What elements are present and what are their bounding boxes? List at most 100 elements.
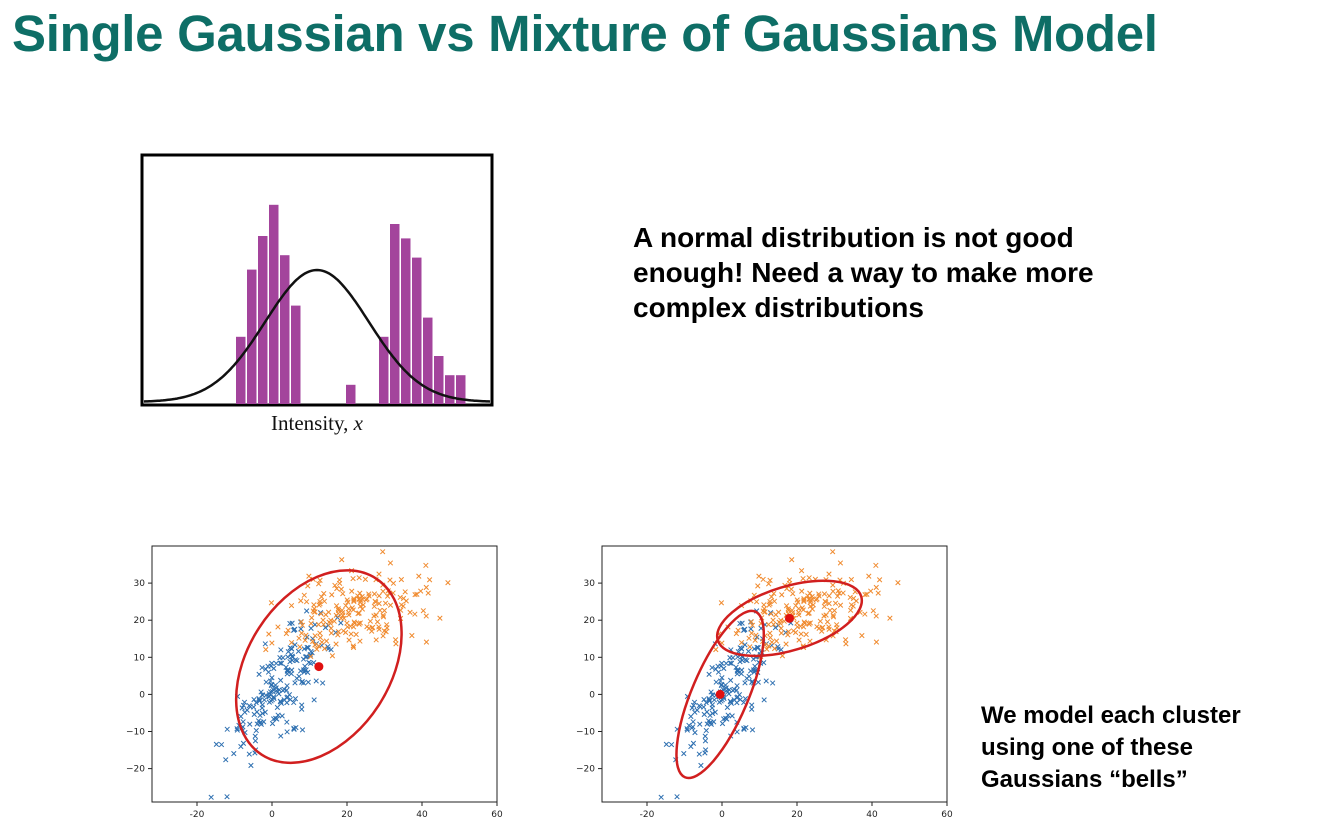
scatter-point-orange xyxy=(862,611,868,617)
scatter-point-orange xyxy=(779,592,785,598)
histogram-bar xyxy=(236,336,246,404)
scatter-point-orange xyxy=(423,613,429,619)
scatter-point-orange xyxy=(806,621,812,627)
scatter-point-blue xyxy=(697,721,703,727)
scatter-point-orange xyxy=(364,624,370,630)
scatter-point-blue xyxy=(280,687,286,694)
scatter-point-blue xyxy=(713,666,719,672)
scatter-point-blue xyxy=(263,666,269,672)
scatter-point-orange xyxy=(314,646,320,652)
scatter-point-orange xyxy=(341,615,347,621)
y-tick-label: 20 xyxy=(584,616,596,626)
scatter-point-orange xyxy=(303,599,310,605)
scatter-point-blue xyxy=(256,697,263,703)
scatter-point-blue xyxy=(668,741,675,748)
scatter-point-blue xyxy=(749,706,755,712)
scatter-point-orange xyxy=(786,577,793,583)
scatter-point-blue xyxy=(754,644,760,651)
scatter-point-orange xyxy=(333,641,339,647)
scatter-point-blue xyxy=(267,678,274,684)
scatter-point-orange xyxy=(315,581,322,587)
scatter-point-orange xyxy=(331,618,337,624)
scatter-point-blue xyxy=(304,654,310,660)
y-tick-label: 20 xyxy=(134,616,146,626)
scatter-point-orange xyxy=(718,600,725,606)
scatter-point-orange xyxy=(747,644,753,650)
scatter-point-orange xyxy=(356,575,362,581)
scatter-point-blue xyxy=(252,738,259,744)
scatter-point-orange xyxy=(340,591,346,597)
scatter-point-blue xyxy=(240,740,247,746)
scatter-point-blue xyxy=(285,667,291,673)
scatter-point-blue xyxy=(719,681,725,688)
scatter-point-orange xyxy=(412,591,418,598)
scatter-point-orange xyxy=(371,591,378,597)
scatter-point-orange xyxy=(373,612,379,618)
scatter-point-blue xyxy=(305,669,311,676)
scatter-point-orange xyxy=(316,643,322,649)
scatter-point-blue xyxy=(294,675,300,682)
scatter-point-orange xyxy=(773,612,779,618)
scatter-point-orange xyxy=(778,625,784,631)
scatter-point-blue xyxy=(744,675,750,682)
scatter-point-blue xyxy=(725,712,731,718)
scatter-point-orange xyxy=(308,620,314,627)
scatter-point-orange xyxy=(873,613,879,619)
scatter-point-blue xyxy=(278,733,284,739)
scatter-point-orange xyxy=(315,621,322,628)
scatter-point-orange xyxy=(377,607,383,614)
scatter-point-blue xyxy=(772,625,779,631)
scatter-point-orange xyxy=(814,624,820,630)
scatter-point-blue xyxy=(727,660,733,666)
scatter-point-orange xyxy=(340,612,346,618)
scatter-point-orange xyxy=(826,593,832,599)
scatter-point-blue xyxy=(275,689,281,695)
scatter-point-orange xyxy=(801,597,807,603)
scatter-point-orange xyxy=(303,632,309,638)
scatter-point-orange xyxy=(362,576,369,582)
histogram-frame xyxy=(140,153,494,407)
scatter-point-orange xyxy=(311,606,317,612)
scatter-point-orange xyxy=(317,630,323,636)
scatter-point-blue xyxy=(277,660,283,666)
y-tick-label: 30 xyxy=(134,579,146,589)
scatter-point-blue xyxy=(763,678,769,684)
x-tick-label: 60 xyxy=(491,810,503,820)
scatter-point-orange xyxy=(350,643,356,649)
scatter-point-blue xyxy=(684,727,690,733)
scatter-point-orange xyxy=(785,632,791,638)
y-tick-label: 30 xyxy=(584,579,596,589)
scatter-point-blue xyxy=(251,704,257,710)
scatter-point-blue xyxy=(731,697,737,703)
scatter-point-orange xyxy=(848,607,854,613)
scatter-point-orange xyxy=(816,591,822,597)
scatter-point-orange xyxy=(333,603,340,609)
scatter-point-blue xyxy=(292,642,298,648)
scatter-point-blue xyxy=(271,716,277,722)
mixture-gaussian-scatter: -20 0 20 40 60 30 20 10 0 −10 −20 xyxy=(576,545,953,820)
scatter-point-blue xyxy=(737,659,743,665)
scatter-point-blue xyxy=(303,608,310,614)
scatter-point-orange xyxy=(816,593,822,599)
scatter-point-blue xyxy=(725,689,731,695)
scatter-point-orange xyxy=(873,584,879,591)
scatter-point-orange xyxy=(822,598,828,604)
note-bottom: We model each cluster using one of these… xyxy=(981,700,1241,796)
y-tick-label: −10 xyxy=(126,728,145,738)
histogram-bar xyxy=(258,236,268,404)
scatter-point-orange xyxy=(397,594,403,601)
scatter-point-orange xyxy=(850,603,856,609)
scatter-point-orange xyxy=(392,637,399,643)
scatter-point-orange xyxy=(768,594,775,600)
scatter-point-orange xyxy=(873,639,880,645)
scatter-point-orange xyxy=(773,638,780,644)
scatter-point-orange xyxy=(351,619,357,625)
scatter-point-orange xyxy=(768,611,774,617)
scatter-point-orange xyxy=(837,560,844,566)
scatter-point-orange xyxy=(348,631,354,637)
x-tick-label: 40 xyxy=(416,810,428,820)
scatter-point-orange xyxy=(312,642,318,648)
scatter-point-blue xyxy=(247,721,253,727)
scatter-point-orange xyxy=(334,585,340,592)
